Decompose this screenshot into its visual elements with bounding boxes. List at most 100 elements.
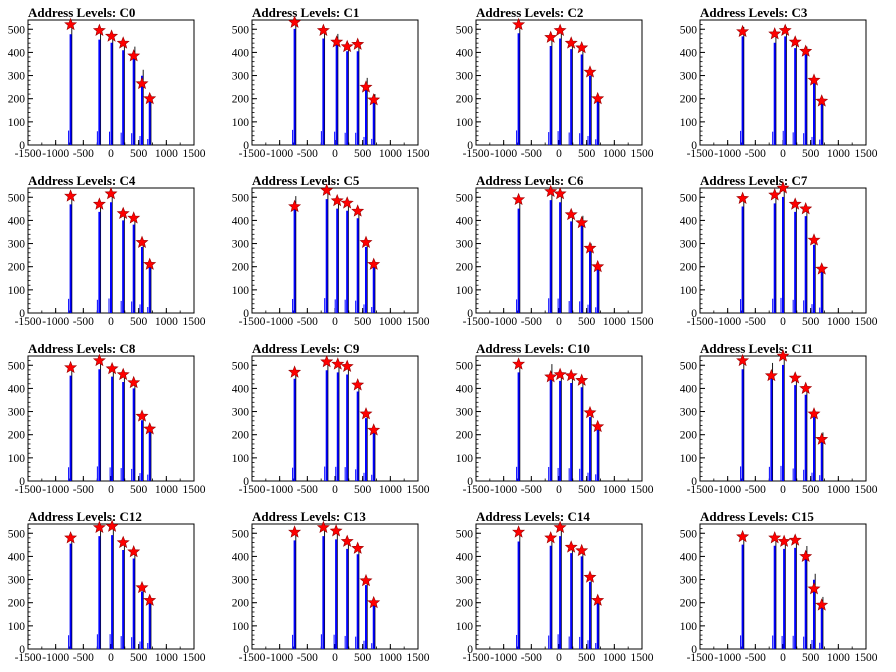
x-tick-label: -500: [521, 484, 542, 496]
x-tick-label: 1500: [855, 316, 878, 328]
peak-marker: [807, 233, 821, 246]
chart-title: Address Levels: C10: [476, 341, 590, 356]
peak-marker: [105, 361, 119, 375]
peak-marker: [512, 192, 526, 206]
peak-marker: [799, 381, 813, 394]
x-tick-label: -1000: [266, 148, 293, 160]
x-tick-label: 500: [802, 484, 820, 496]
peak-marker: [815, 432, 829, 445]
y-tick-label: 500: [8, 192, 26, 204]
peak-marker: [320, 354, 334, 368]
y-tick-label: 400: [456, 383, 474, 395]
peak-marker: [316, 23, 330, 36]
x-tick-label: 500: [354, 316, 372, 328]
peak-marker: [288, 365, 302, 378]
peak-marker: [512, 357, 526, 370]
x-tick-label: -1500: [239, 148, 266, 160]
y-tick-label: 200: [680, 262, 698, 274]
x-tick-label: 1500: [183, 148, 206, 160]
x-tick-label: -1500: [463, 148, 490, 160]
peak-marker: [575, 40, 589, 54]
peak-marker: [815, 262, 829, 275]
chart-title: Address Levels: C15: [700, 509, 814, 524]
x-tick-label: 500: [578, 652, 596, 664]
peak-marker: [104, 186, 118, 200]
y-tick-label: 100: [456, 453, 474, 465]
peak-marker: [591, 259, 605, 273]
x-tick-label: 500: [130, 652, 148, 664]
chart-title: Address Levels: C11: [700, 341, 813, 356]
peak-marker: [367, 595, 381, 609]
x-tick-label: 1000: [603, 148, 626, 160]
x-tick-label: -500: [73, 316, 94, 328]
y-tick-label: 300: [232, 407, 250, 419]
chart-panel-0: Address Levels: C00100200300400500-1500-…: [8, 5, 206, 160]
y-tick-label: 200: [680, 430, 698, 442]
peak-marker: [116, 206, 130, 219]
x-tick-label: 0: [108, 652, 114, 664]
x-tick-label: 500: [578, 148, 596, 160]
peak-marker: [553, 367, 567, 381]
y-tick-label: 100: [680, 285, 698, 297]
x-tick-label: 0: [780, 484, 786, 496]
x-tick-label: 500: [130, 148, 148, 160]
peak-marker: [544, 184, 558, 197]
x-tick-label: 1500: [631, 148, 654, 160]
x-tick-label: -1500: [463, 652, 490, 664]
x-tick-label: -500: [73, 148, 94, 160]
x-tick-label: 1500: [183, 316, 206, 328]
peak-marker: [288, 525, 302, 538]
y-tick-label: 200: [456, 430, 474, 442]
x-tick-label: -1000: [42, 652, 69, 664]
peak-marker: [320, 183, 334, 196]
x-tick-label: 1000: [379, 484, 402, 496]
y-tick-label: 500: [8, 360, 26, 372]
peak-marker: [330, 35, 344, 48]
y-tick-label: 200: [8, 430, 26, 442]
x-tick-label: -1000: [42, 316, 69, 328]
peak-marker: [799, 549, 813, 562]
peak-marker: [777, 534, 791, 547]
plot-frame: [251, 19, 419, 146]
y-tick-label: 100: [8, 285, 26, 297]
plot-frame: [251, 187, 419, 314]
y-tick-label: 400: [680, 551, 698, 563]
y-tick-label: 100: [8, 621, 26, 633]
y-tick-label: 400: [232, 383, 250, 395]
y-tick-label: 400: [456, 551, 474, 563]
peak-marker: [583, 65, 597, 78]
x-tick-label: -1000: [490, 316, 517, 328]
peak-marker: [367, 93, 381, 106]
peak-marker: [799, 44, 813, 57]
x-tick-label: 0: [108, 484, 114, 496]
plot-frame: [475, 19, 643, 146]
y-tick-label: 100: [232, 285, 250, 297]
x-tick-label: 1000: [603, 484, 626, 496]
peak-marker: [367, 257, 381, 270]
chart-panel-5: Address Levels: C50100200300400500-1500-…: [232, 173, 430, 328]
peak-marker: [564, 36, 578, 49]
y-tick-label: 300: [456, 407, 474, 419]
chart-title: Address Levels: C12: [28, 509, 142, 524]
peak-marker: [591, 91, 605, 105]
x-tick-label: -1500: [15, 316, 42, 328]
x-tick-label: -500: [297, 148, 318, 160]
peak-marker: [105, 519, 119, 532]
peak-marker: [367, 423, 381, 436]
y-tick-label: 0: [467, 140, 473, 152]
peak-marker: [564, 207, 578, 221]
peak-marker: [330, 193, 344, 207]
peak-marker: [815, 94, 829, 107]
x-tick-label: -1000: [266, 652, 293, 664]
plot-frame: [251, 355, 419, 482]
chart-panel-3: Address Levels: C30100200300400500-1500-…: [680, 5, 878, 160]
chart-panel-1: Address Levels: C10100200300400500-1500-…: [232, 5, 430, 160]
y-tick-label: 400: [232, 551, 250, 563]
x-tick-label: 1500: [183, 484, 206, 496]
x-tick-label: 1000: [379, 652, 402, 664]
x-tick-label: 0: [780, 652, 786, 664]
peak-marker: [788, 371, 802, 384]
y-tick-label: 0: [467, 476, 473, 488]
chart-panel-4: Address Levels: C40100200300400500-1500-…: [8, 173, 206, 328]
